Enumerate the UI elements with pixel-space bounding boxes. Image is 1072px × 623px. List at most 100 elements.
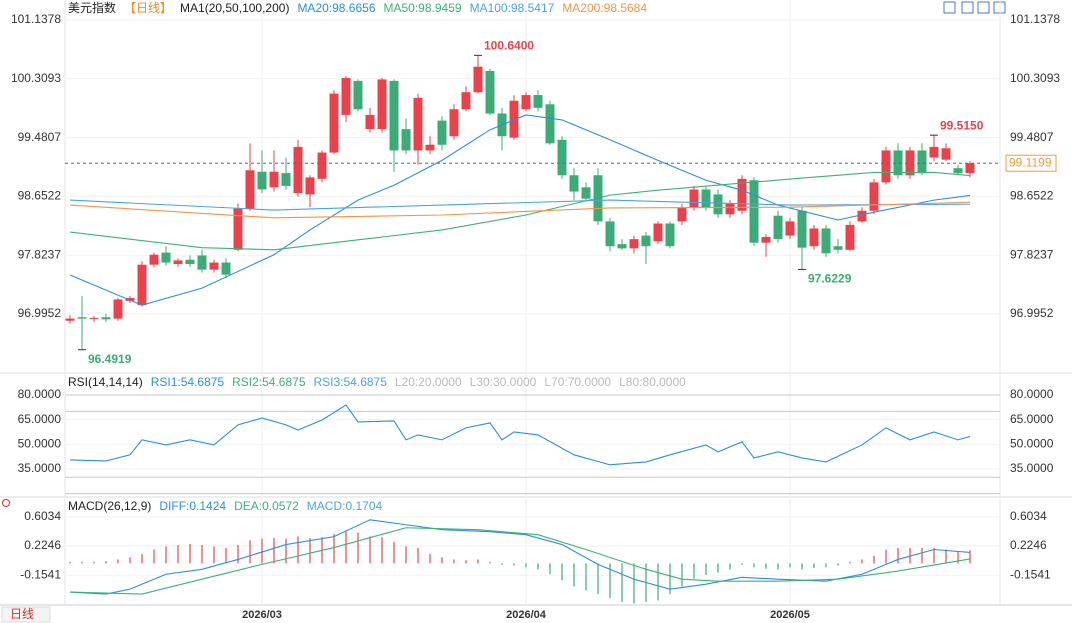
icon[interactable] — [977, 1, 990, 14]
candle-body — [185, 259, 195, 264]
candle-body — [641, 235, 651, 247]
candle-body — [533, 95, 543, 108]
candle-body — [809, 228, 819, 247]
y-tick-label: 100.3093 — [1010, 71, 1060, 85]
candle-body — [833, 246, 843, 250]
candle-body — [413, 97, 423, 151]
x-tick-label: 2026/03 — [242, 609, 282, 621]
candle-body — [221, 262, 231, 275]
legend-item: DEA:0.0572 — [234, 499, 299, 513]
candle-body — [233, 208, 243, 250]
icon[interactable] — [961, 1, 974, 14]
candle-body — [161, 252, 171, 263]
x-tick-label: 2026/05 — [770, 609, 810, 621]
candle-body — [581, 187, 591, 199]
candle-body — [437, 120, 447, 145]
candle-body — [629, 239, 639, 249]
legend-item: L30:30.0000 — [470, 375, 537, 389]
series-line — [69, 199, 971, 211]
candle-body — [353, 80, 363, 110]
candle-body — [821, 228, 831, 254]
legend-item: 美元指数 — [68, 0, 116, 15]
legend-item: MACD(26,12,9) — [68, 499, 151, 513]
y-tick-label: 35.0000 — [1010, 461, 1054, 475]
last-price-tag — [1005, 154, 1057, 172]
series-line — [69, 404, 971, 466]
candle-body — [653, 223, 663, 242]
series-line — [69, 171, 971, 251]
series-line — [69, 114, 971, 306]
legend-item: 【日线】 — [124, 1, 172, 15]
y-tick-label: 0.6034 — [1010, 509, 1047, 523]
y-tick-label: 65.0000 — [18, 412, 62, 426]
candle-body — [425, 144, 435, 151]
candle-body — [965, 163, 975, 174]
period-tab-label[interactable]: 日线 — [10, 607, 34, 621]
legend-item: MA100:98.5417 — [470, 1, 555, 15]
candle-body — [305, 177, 315, 195]
candle-body — [137, 264, 147, 306]
candle-body — [257, 171, 267, 190]
legend-item: RSI(14,14,14) — [68, 375, 143, 389]
settings-icon[interactable] — [2, 499, 10, 507]
candle-body — [677, 207, 687, 222]
series-line — [69, 519, 971, 595]
y-tick-label: 98.6522 — [1010, 189, 1054, 203]
y-tick-label: 97.8237 — [18, 247, 62, 261]
candle-body — [773, 215, 783, 240]
legend-item: RSI1:54.6875 — [151, 375, 225, 389]
annotation-label: 96.4919 — [88, 352, 132, 366]
candle-body — [917, 150, 927, 174]
candle-body — [281, 173, 291, 186]
candle-body — [569, 175, 579, 192]
candle-body — [377, 79, 387, 130]
y-tick-label: -0.1541 — [20, 567, 61, 581]
candle-body — [929, 146, 939, 158]
candle-body — [77, 317, 87, 319]
candle-body — [605, 221, 615, 247]
candle-body — [449, 109, 459, 137]
icon[interactable] — [943, 1, 956, 14]
candle-body — [197, 255, 207, 270]
candle-body — [101, 317, 111, 320]
candle-body — [89, 317, 99, 319]
y-tick-label: 65.0000 — [1010, 412, 1054, 426]
y-tick-label: 96.9952 — [18, 306, 62, 320]
y-tick-label: 80.0000 — [1010, 387, 1054, 401]
candle-body — [317, 152, 327, 179]
legend-item: L80:80.0000 — [619, 375, 686, 389]
candle-body — [905, 150, 915, 176]
candle-body — [665, 223, 675, 247]
y-tick-label: 35.0000 — [18, 461, 62, 475]
candle-body — [953, 168, 963, 174]
candle-body — [485, 70, 495, 114]
candle-body — [617, 244, 627, 249]
candle-body — [293, 146, 303, 194]
legend-item: MA1(20,50,100,200) — [180, 1, 289, 15]
annotation-label: 99.5150 — [940, 118, 984, 132]
toolbar-icons[interactable] — [943, 1, 1006, 14]
y-tick-label: 101.1378 — [1010, 12, 1060, 26]
candle-body — [881, 150, 891, 183]
y-tick-label: 99.4807 — [1010, 130, 1054, 144]
candle-body — [125, 298, 135, 301]
period-tab[interactable] — [1, 606, 51, 623]
y-tick-label: 100.3093 — [11, 71, 61, 85]
last-price-label: 99.1199 — [1009, 155, 1052, 169]
candle-body — [341, 78, 351, 115]
candle-body — [269, 171, 279, 188]
series-line — [69, 527, 971, 595]
candle-body — [761, 237, 771, 243]
candle-body — [749, 180, 759, 243]
candle-body — [557, 139, 567, 176]
candle-body — [389, 80, 399, 151]
y-tick-label: 50.0000 — [18, 436, 62, 450]
candle-body — [113, 299, 123, 319]
y-tick-label: 98.6522 — [18, 189, 62, 203]
legend-item: MACD:0.1704 — [307, 499, 383, 513]
y-tick-label: 97.8237 — [1010, 247, 1054, 261]
candle-body — [725, 203, 735, 215]
candle-body — [245, 170, 255, 209]
candle-body — [713, 194, 723, 215]
annotation-label: 97.6229 — [808, 272, 852, 286]
